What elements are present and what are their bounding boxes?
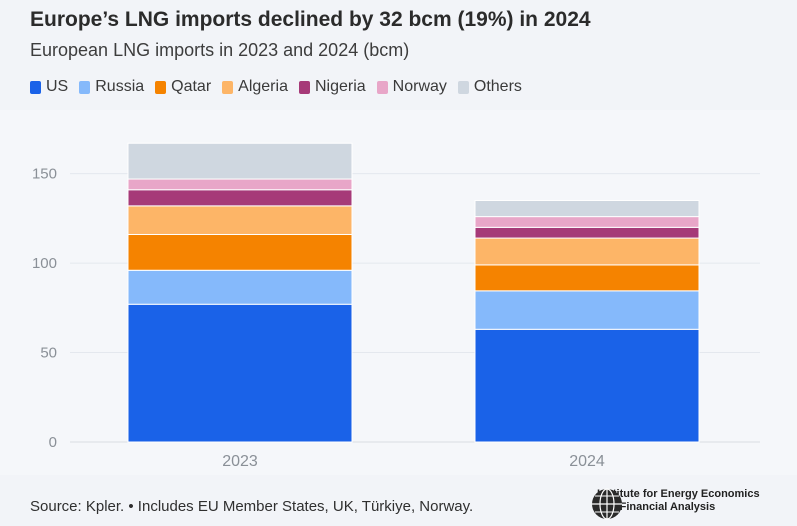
legend-label: US xyxy=(46,78,69,95)
x-tick-label: 2023 xyxy=(222,453,258,470)
legend-item-nigeria: Nigeria xyxy=(298,78,366,96)
bar-segment-others-2024 xyxy=(474,200,700,218)
bar-segment-russia-2023 xyxy=(127,269,353,305)
legend-item-norway: Norway xyxy=(376,78,447,96)
bar-segment-qatar-2024 xyxy=(474,264,700,292)
logo-line-1: Institute for Energy Economics xyxy=(597,488,760,500)
logo-line-2: and Financial Analysis xyxy=(597,501,716,513)
source-note: Source: Kpler. • Includes EU Member Stat… xyxy=(30,498,474,515)
y-tick-label: 50 xyxy=(40,345,57,362)
plot-area: 0 50 100 150 2023 2024 xyxy=(0,110,797,475)
bar-segment-qatar-2023 xyxy=(127,233,353,271)
ieefa-logo: Institute for Energy Economics and Finan… xyxy=(591,488,760,520)
legend-item-algeria: Algeria xyxy=(222,78,288,96)
legend-label: Norway xyxy=(392,78,447,95)
legend-item-others: Others xyxy=(457,78,522,96)
bar-segment-norway-2023 xyxy=(127,178,353,191)
legend-swatch xyxy=(298,80,310,94)
bar-segment-nigeria-2024 xyxy=(474,226,700,239)
stacked-bar-chart: 0 50 100 150 2023 2024 xyxy=(32,142,760,470)
bar-segment-algeria-2023 xyxy=(127,205,353,235)
legend: US Russia Qatar Algeria Nigeria Norway Others xyxy=(30,78,533,96)
bar-segment-algeria-2024 xyxy=(474,237,700,266)
y-tick-label: 150 xyxy=(32,166,57,183)
legend-swatch xyxy=(376,80,388,94)
legend-item-qatar: Qatar xyxy=(155,78,211,96)
chart-title: Europe’s LNG imports declined by 32 bcm … xyxy=(30,8,591,31)
legend-swatch xyxy=(222,80,234,94)
legend-label: Nigeria xyxy=(314,78,366,95)
bar-segment-russia-2024 xyxy=(474,290,700,330)
legend-item-russia: Russia xyxy=(79,78,144,96)
chart-subtitle: European LNG imports in 2023 and 2024 (b… xyxy=(30,40,410,60)
legend-item-us: US xyxy=(30,78,68,96)
globe-icon xyxy=(592,488,622,520)
legend-label: Russia xyxy=(95,78,145,95)
bar-segment-others-2023 xyxy=(127,142,353,180)
legend-swatch xyxy=(30,80,41,94)
bar-segment-nigeria-2023 xyxy=(127,189,353,207)
legend-label: Qatar xyxy=(171,78,212,95)
legend-swatch xyxy=(457,80,469,94)
legend-label: Others xyxy=(473,78,522,95)
bar-segment-us-2023 xyxy=(127,303,353,443)
legend-swatch xyxy=(155,80,167,94)
y-tick-label: 100 xyxy=(32,255,57,272)
legend-label: Algeria xyxy=(238,78,288,95)
x-tick-label: 2024 xyxy=(569,453,605,470)
legend-swatch xyxy=(79,80,91,94)
bar-segment-norway-2024 xyxy=(474,216,700,228)
bar-segment-us-2024 xyxy=(474,328,700,443)
y-tick-label: 0 xyxy=(49,434,57,451)
